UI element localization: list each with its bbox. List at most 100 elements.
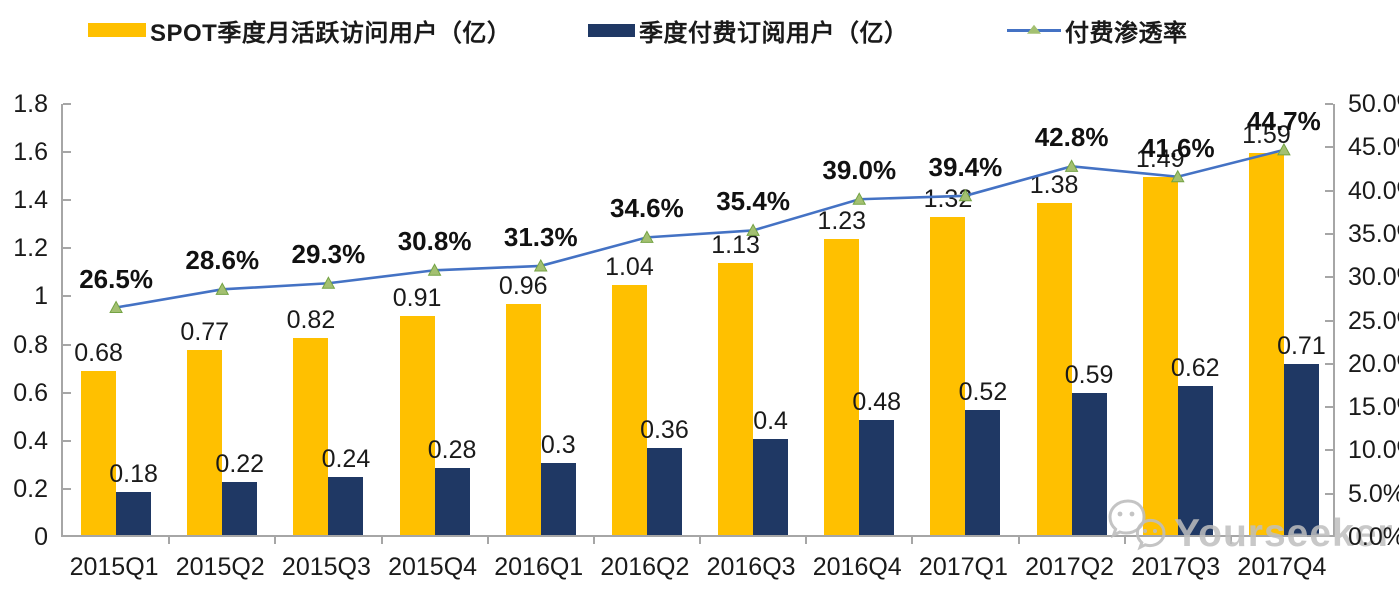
bar-label-paid: 0.28 (427, 435, 477, 464)
line-marker-triangle-icon (852, 192, 867, 205)
y-axis-left-tick (63, 391, 71, 394)
x-axis-tick (274, 537, 277, 544)
y-axis-right-tick-label: 10.0% (1348, 436, 1399, 465)
line-marker-triangle-icon (1170, 169, 1185, 183)
y-axis-left-tick (63, 199, 71, 202)
x-axis-tick (1017, 537, 1020, 544)
x-axis-category-label: 2016Q4 (812, 553, 902, 581)
line-marker-triangle-icon (215, 282, 230, 295)
legend-item-mau: SPOT季度月活跃访问用户（亿） (88, 16, 511, 47)
bar-mau (1036, 203, 1072, 535)
bar-mau (930, 217, 966, 535)
bar-paid (859, 419, 895, 535)
x-axis-category-label: 2016Q2 (600, 553, 690, 581)
y-axis-right-tick (1325, 492, 1333, 495)
line-marker-triangle-icon (321, 276, 336, 289)
plot-area: 0.68 0.77 0.82 0.91 0.96 1.04 1.13 1.23 1.32 1.38… (61, 103, 1335, 544)
y-axis-left-tick-label: 0.8 (13, 330, 48, 359)
bar-mau (1248, 152, 1284, 535)
legend-item-paid: 季度付费订阅用户（亿） (588, 16, 909, 47)
x-axis-tick (1123, 537, 1126, 544)
y-axis-right-tick (1325, 103, 1333, 105)
y-axis-left-tick-label: 1 (34, 282, 48, 311)
penetration-pct-label: 35.4% (716, 186, 790, 217)
x-axis-category-label: 2016Q3 (706, 553, 796, 581)
bar-label-paid: 0.62 (1170, 353, 1220, 382)
penetration-pct-label: 39.0% (822, 155, 897, 186)
y-axis-left-tick-label: 1.4 (13, 186, 48, 215)
legend-line-swatch (1007, 24, 1061, 34)
y-axis-right-tick-label: 45.0% (1348, 133, 1399, 162)
bar-mau (718, 263, 754, 535)
y-axis-right-tick-label: 50.0% (1348, 90, 1399, 118)
line-marker-triangle-icon (640, 230, 654, 243)
penetration-pct-label: 42.8% (1034, 122, 1109, 153)
bar-paid (646, 448, 682, 535)
y-axis-left-tick (63, 439, 71, 442)
bar-paid (1177, 385, 1213, 535)
bar-label-paid: 0.18 (109, 459, 158, 488)
y-axis-left-tick-label: 0.6 (13, 378, 48, 407)
y-axis-right-tick (1325, 406, 1333, 409)
x-axis-category-label: 2017Q4 (1237, 553, 1327, 581)
bar-mau (1142, 176, 1178, 535)
y-axis-left-tick (63, 103, 71, 105)
y-axis-left-tick (63, 151, 71, 154)
y-axis-left-tick-label: 0.2 (13, 474, 48, 503)
x-axis-category-label: 2015Q4 (388, 553, 478, 581)
bar-mau (293, 337, 329, 535)
bar-label-mau: 0.77 (180, 317, 230, 346)
y-axis-left-tick-label: 1.8 (13, 90, 48, 118)
y-axis-right-tick (1325, 189, 1333, 192)
y-axis-left-tick-label: 1.6 (13, 138, 48, 167)
y-axis-right-tick-label: 15.0% (1348, 393, 1399, 422)
y-axis-right-tick-label: 0.0% (1348, 523, 1399, 551)
line-marker-triangle-icon (746, 223, 760, 236)
x-axis-tick (486, 537, 489, 544)
y-axis-left-tick (63, 343, 71, 346)
y-axis-left-tick-label: 0 (34, 523, 48, 551)
bar-paid (540, 462, 576, 535)
bar-label-paid: 0.3 (540, 430, 576, 459)
watermark-text: Yourseeker (1174, 512, 1394, 555)
bar-label-mau: 1.04 (605, 252, 654, 281)
penetration-pct-label: 29.3% (291, 239, 366, 270)
y-axis-right-tick (1325, 146, 1333, 149)
bar-label-paid: 0.22 (215, 450, 265, 479)
bar-label-mau: 0.82 (286, 305, 336, 334)
y-axis-right-tick (1325, 232, 1333, 235)
bar-label-mau: 0.96 (498, 272, 548, 301)
bar-paid (1071, 393, 1107, 535)
y-axis-right-tick-label: 25.0% (1348, 306, 1399, 335)
x-axis-category-label: 2017Q2 (1025, 553, 1115, 581)
y-axis-right-tick (1325, 319, 1333, 322)
legend-label-paid: 季度付费订阅用户（亿） (639, 19, 909, 47)
bar-label-mau: 1.49 (1135, 144, 1185, 173)
line-marker-triangle-icon (427, 263, 442, 276)
line-marker-triangle-icon (958, 188, 973, 202)
y-axis-right-tick-label: 20.0% (1348, 349, 1399, 378)
penetration-pct-label: 30.8% (397, 226, 472, 257)
penetration-pct-label: 28.6% (185, 245, 260, 276)
bar-paid (753, 438, 789, 535)
bar-paid (328, 477, 364, 535)
penetration-pct-label: 39.4% (928, 151, 1003, 182)
bar-mau (81, 371, 117, 535)
bar-label-paid: 0.24 (321, 445, 371, 474)
x-axis-tick (168, 537, 171, 544)
bar-mau (505, 304, 541, 535)
penetration-pct-label: 34.6% (610, 193, 684, 224)
bar-label-mau: 1.59 (1242, 120, 1291, 149)
bar-label-mau: 0.91 (392, 284, 442, 313)
x-axis-category-label: 2015Q1 (69, 553, 159, 581)
bar-label-mau: 1.23 (817, 207, 867, 236)
penetration-line (115, 148, 1285, 309)
y-axis-right-tick (1325, 362, 1333, 365)
x-axis-tick (592, 537, 595, 544)
x-axis-tick (805, 537, 808, 544)
penetration-pct-label: 26.5% (79, 263, 153, 294)
y-axis-left-tick-label: 0.4 (13, 426, 48, 455)
wechat-icon (1108, 499, 1166, 551)
y-axis-left-tick (63, 487, 71, 490)
